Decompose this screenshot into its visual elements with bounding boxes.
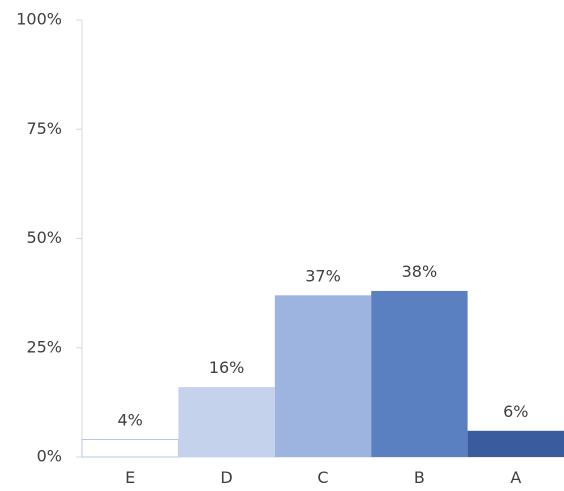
y-ticks: 0% 25% 50% 75% 100%: [16, 10, 82, 466]
y-tick-label: 50%: [26, 228, 62, 247]
y-tick-label: 25%: [26, 337, 62, 356]
data-label-d: 16%: [209, 358, 245, 377]
bars: [81, 290, 564, 458]
bar-e: [81, 439, 179, 458]
y-tick-label: 75%: [26, 119, 62, 138]
y-tick-label: 100%: [16, 10, 62, 29]
bar-d: [178, 387, 275, 457]
y-tick-label: 0%: [37, 447, 62, 466]
x-tick-label-d: D: [220, 468, 232, 487]
bar-a: [467, 430, 564, 457]
x-tick-label-c: C: [317, 468, 328, 487]
bar-b: [371, 290, 468, 457]
data-label-c: 37%: [305, 266, 341, 285]
x-tick-label-e: E: [125, 468, 135, 487]
data-label-e: 4%: [118, 411, 143, 430]
x-tick-label-a: A: [510, 468, 521, 487]
bar-c: [274, 295, 372, 457]
data-label-a: 6%: [503, 402, 528, 421]
data-label-b: 38%: [402, 262, 438, 281]
x-tick-label-b: B: [414, 468, 425, 487]
data-labels: 4% 16% 37% 38% 6%: [118, 262, 529, 430]
